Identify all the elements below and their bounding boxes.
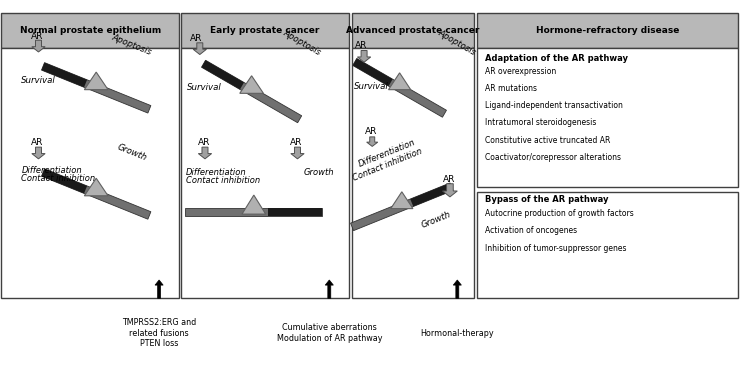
Text: Advanced prostate cancer: Advanced prostate cancer bbox=[346, 26, 480, 35]
Text: AR mutations: AR mutations bbox=[485, 84, 536, 93]
Polygon shape bbox=[41, 63, 151, 113]
Text: Differentiation: Differentiation bbox=[357, 138, 417, 169]
FancyArrow shape bbox=[454, 280, 462, 298]
Text: Apoptosis: Apoptosis bbox=[436, 28, 477, 57]
Polygon shape bbox=[84, 178, 108, 196]
Polygon shape bbox=[353, 59, 393, 86]
Text: AR: AR bbox=[290, 138, 303, 147]
Text: Autocrine production of growth factors: Autocrine production of growth factors bbox=[485, 209, 633, 217]
Polygon shape bbox=[353, 59, 446, 117]
Polygon shape bbox=[388, 73, 411, 90]
Text: Hormone-refractory disease: Hormone-refractory disease bbox=[536, 26, 679, 35]
Text: Cumulative aberrations
Modulation of AR pathway: Cumulative aberrations Modulation of AR … bbox=[277, 323, 382, 343]
Text: AR overexpression: AR overexpression bbox=[485, 67, 556, 76]
Polygon shape bbox=[240, 76, 263, 93]
Text: AR: AR bbox=[31, 32, 44, 41]
FancyArrow shape bbox=[155, 280, 163, 298]
Text: AR: AR bbox=[198, 138, 210, 147]
Text: Intratumoral steroidogenesis: Intratumoral steroidogenesis bbox=[485, 119, 596, 127]
Polygon shape bbox=[242, 195, 266, 214]
Text: Activation of oncogenes: Activation of oncogenes bbox=[485, 226, 576, 235]
Text: TMPRSS2:ERG and
related fusions
PTEN loss: TMPRSS2:ERG and related fusions PTEN los… bbox=[122, 318, 196, 348]
Text: Differentiation: Differentiation bbox=[22, 166, 83, 175]
FancyBboxPatch shape bbox=[1, 13, 179, 48]
FancyBboxPatch shape bbox=[1, 48, 179, 298]
Text: Survival: Survival bbox=[354, 82, 388, 90]
Polygon shape bbox=[351, 183, 453, 231]
FancyArrow shape bbox=[326, 280, 333, 298]
Polygon shape bbox=[41, 63, 87, 87]
Text: AR: AR bbox=[190, 34, 203, 43]
Polygon shape bbox=[357, 51, 371, 62]
Text: Adaptation of the AR pathway: Adaptation of the AR pathway bbox=[485, 54, 628, 63]
Text: Ligand-independent transactivation: Ligand-independent transactivation bbox=[485, 101, 622, 110]
FancyBboxPatch shape bbox=[477, 192, 738, 298]
Text: AR: AR bbox=[365, 127, 377, 136]
Polygon shape bbox=[410, 183, 453, 206]
Text: Contact inhibition: Contact inhibition bbox=[186, 176, 260, 185]
Polygon shape bbox=[32, 147, 45, 159]
Text: Growth: Growth bbox=[420, 210, 453, 229]
Text: AR: AR bbox=[443, 175, 455, 184]
Polygon shape bbox=[193, 43, 206, 55]
Text: Survival: Survival bbox=[187, 83, 222, 92]
Polygon shape bbox=[41, 169, 151, 219]
Text: Apoptosis: Apoptosis bbox=[281, 28, 323, 57]
Polygon shape bbox=[84, 72, 108, 90]
Text: Differentiation: Differentiation bbox=[186, 168, 246, 176]
FancyBboxPatch shape bbox=[181, 48, 349, 298]
Text: AR: AR bbox=[31, 138, 44, 147]
Polygon shape bbox=[198, 147, 212, 159]
Polygon shape bbox=[201, 60, 302, 123]
Text: Growth: Growth bbox=[303, 168, 334, 176]
Polygon shape bbox=[443, 184, 457, 197]
Text: Contact inhibition: Contact inhibition bbox=[21, 174, 95, 183]
FancyBboxPatch shape bbox=[477, 13, 738, 48]
Polygon shape bbox=[291, 147, 304, 159]
Text: Hormonal-therapy: Hormonal-therapy bbox=[420, 329, 494, 337]
Text: Apoptosis: Apoptosis bbox=[110, 33, 153, 57]
Polygon shape bbox=[32, 40, 45, 52]
FancyBboxPatch shape bbox=[181, 13, 349, 48]
Polygon shape bbox=[41, 169, 87, 193]
Text: Coactivator/corepressor alterations: Coactivator/corepressor alterations bbox=[485, 153, 621, 162]
Polygon shape bbox=[391, 192, 413, 209]
Text: AR: AR bbox=[355, 41, 368, 50]
Text: Early prostate cancer: Early prostate cancer bbox=[210, 26, 320, 35]
Polygon shape bbox=[268, 208, 323, 216]
Text: Survival: Survival bbox=[21, 76, 56, 85]
Text: Constitutive active truncated AR: Constitutive active truncated AR bbox=[485, 136, 610, 145]
Polygon shape bbox=[185, 208, 323, 216]
Text: Normal prostate epithelium: Normal prostate epithelium bbox=[20, 26, 161, 35]
Text: Bypass of the AR pathway: Bypass of the AR pathway bbox=[485, 195, 608, 204]
Polygon shape bbox=[367, 137, 377, 146]
FancyBboxPatch shape bbox=[477, 48, 738, 187]
Text: Inhibition of tumor-suppressor genes: Inhibition of tumor-suppressor genes bbox=[485, 244, 626, 253]
Text: Contact inhibition: Contact inhibition bbox=[352, 147, 423, 183]
Text: Growth: Growth bbox=[115, 143, 148, 163]
FancyBboxPatch shape bbox=[352, 13, 474, 48]
Polygon shape bbox=[201, 60, 244, 89]
FancyBboxPatch shape bbox=[352, 48, 474, 298]
